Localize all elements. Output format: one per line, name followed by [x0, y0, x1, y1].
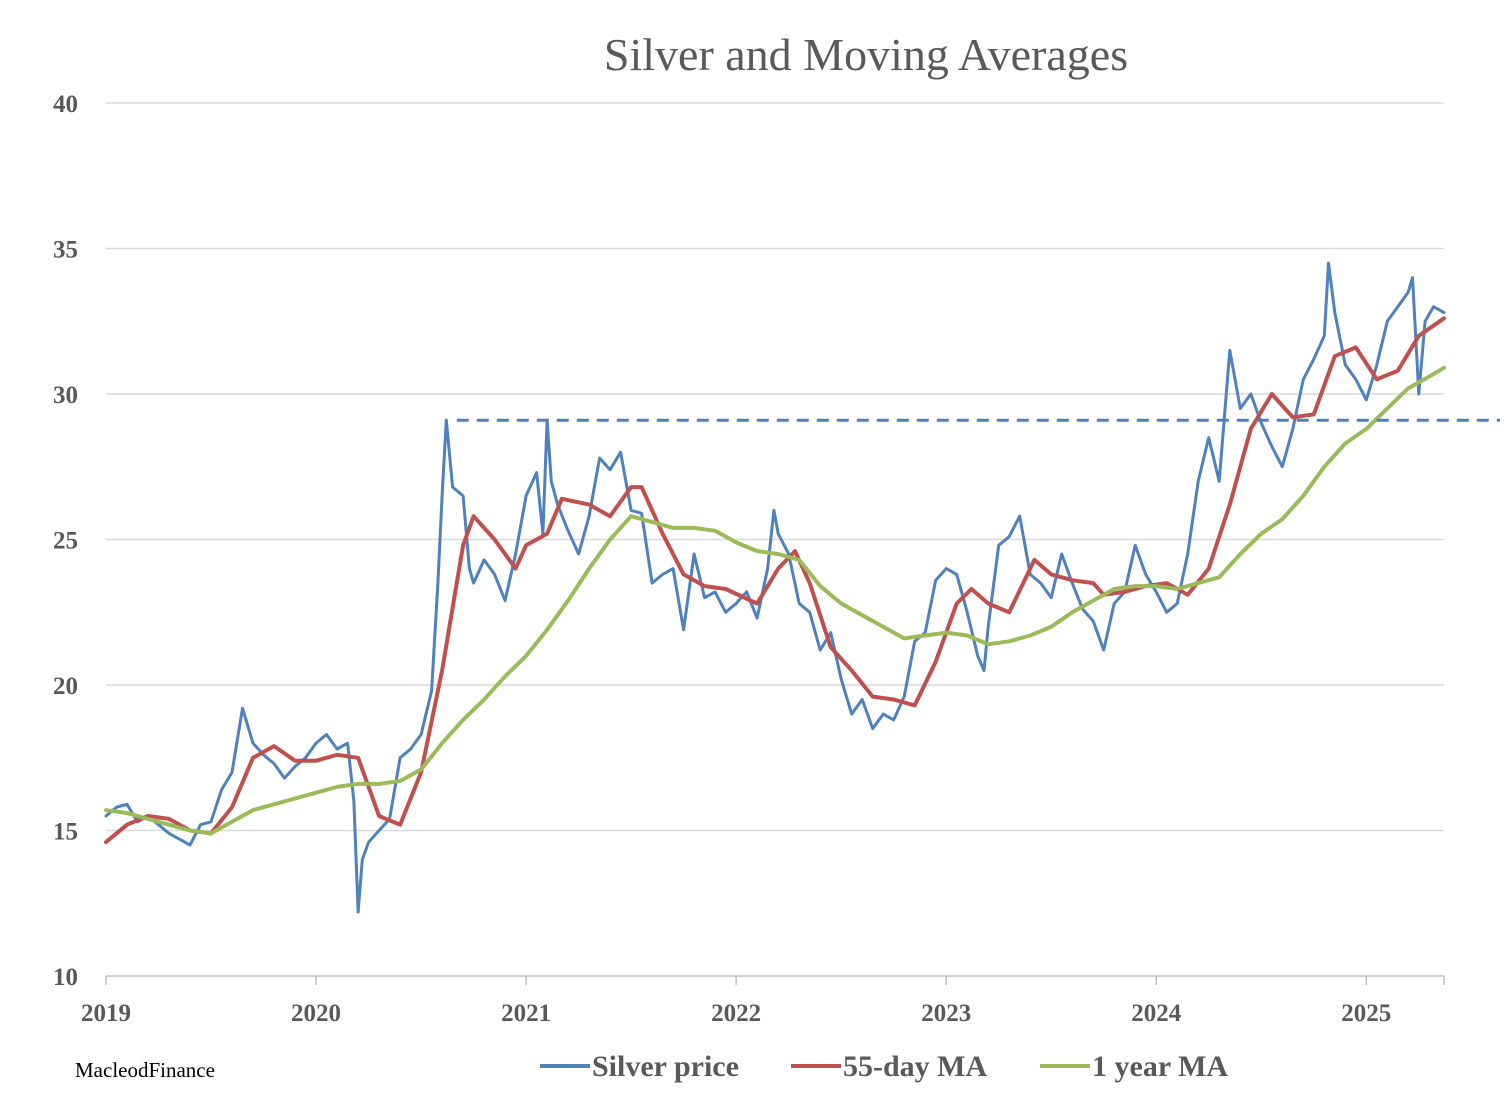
- legend-label: 55-day MA: [843, 1050, 987, 1083]
- x-tick-label: 2023: [921, 1000, 971, 1027]
- y-tick-label: 25: [53, 528, 78, 555]
- x-tick-label: 2025: [1341, 1000, 1391, 1027]
- x-tick-label: 2020: [291, 1000, 341, 1027]
- y-tick-label: 40: [53, 91, 78, 118]
- series-line-55-day-ma: [104, 316, 1446, 845]
- y-tick-label: 20: [53, 673, 78, 700]
- x-tick-label: 2021: [501, 1000, 551, 1027]
- x-tick-label: 2024: [1131, 1000, 1182, 1027]
- y-tick-label: 15: [53, 819, 78, 846]
- legend-label: 1 year MA: [1092, 1050, 1228, 1083]
- series-line-silver-price: [104, 261, 1446, 914]
- credit-text: MacleodFinance: [75, 1058, 215, 1082]
- legend: Silver price 55-day MA 1 year MA: [540, 1050, 1228, 1083]
- legend-label: Silver price: [592, 1050, 739, 1083]
- series-line-1-year-ma: [104, 365, 1446, 836]
- x-tick-label: 2019: [81, 1000, 131, 1027]
- chart-title: Silver and Moving Averages: [604, 29, 1128, 80]
- grid-layer: [106, 102, 1444, 832]
- series-layer: [104, 261, 1500, 914]
- x-tick-label: 2022: [711, 1000, 761, 1027]
- y-tick-label: 35: [53, 237, 78, 264]
- y-tick-label: 10: [53, 964, 78, 991]
- y-tick-label: 30: [53, 382, 78, 409]
